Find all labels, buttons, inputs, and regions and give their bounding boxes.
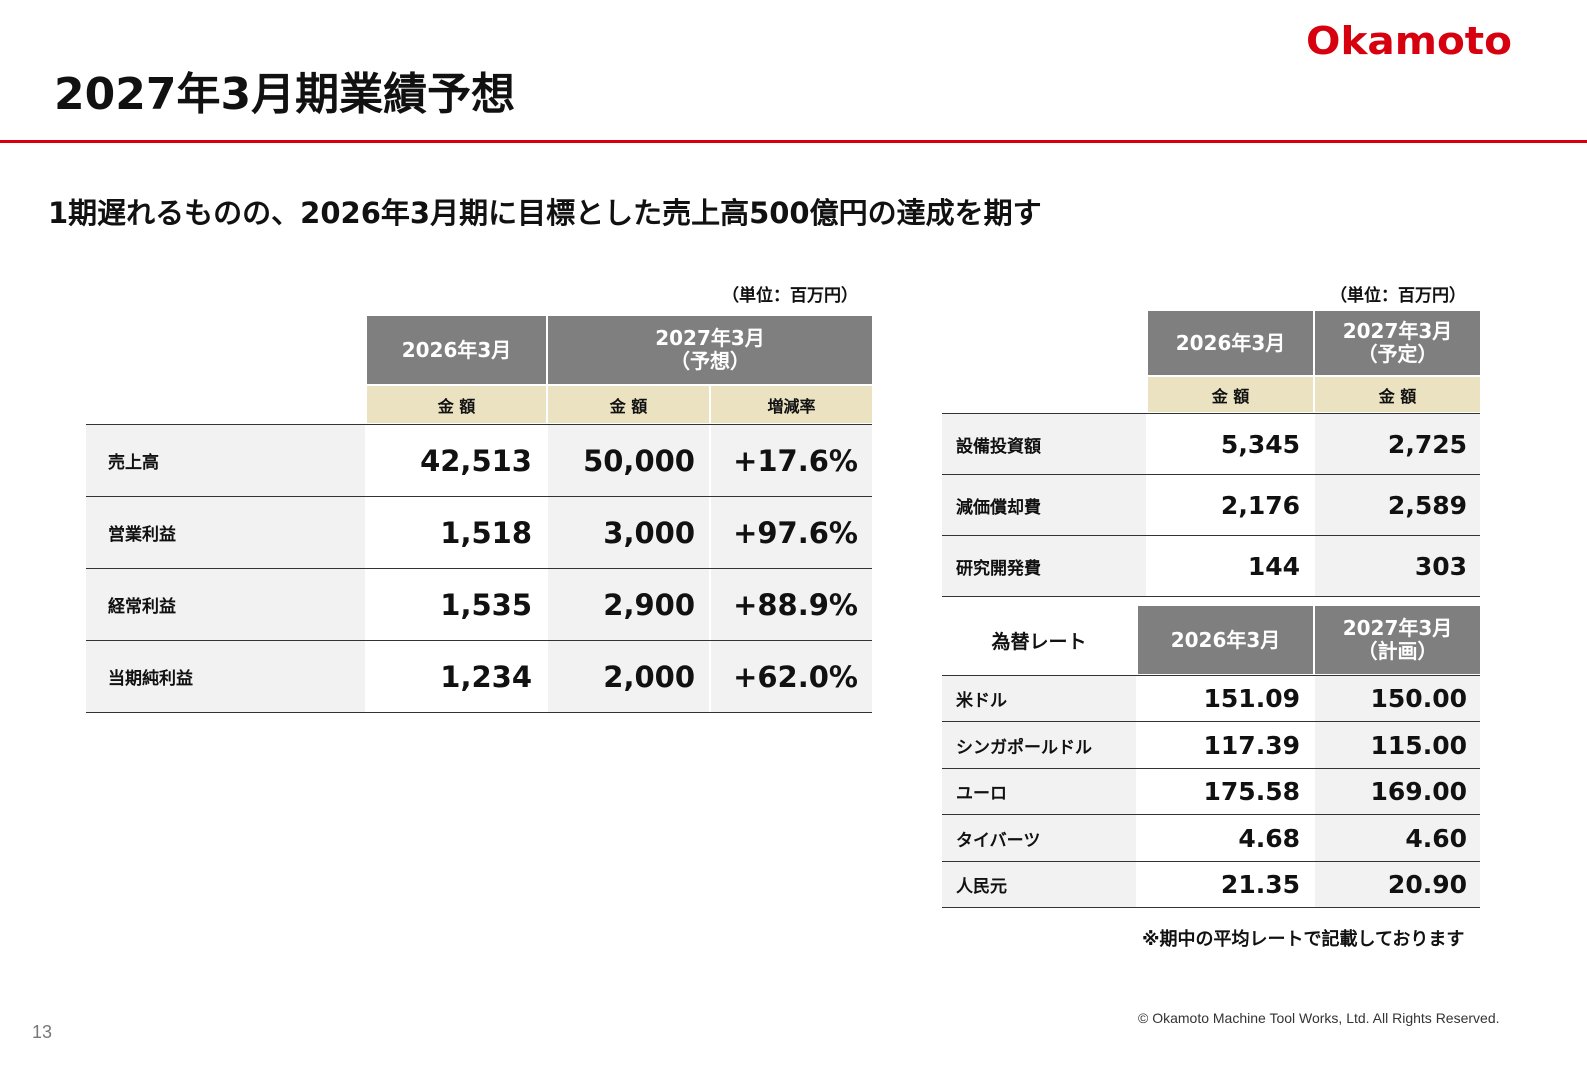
left-header-2026-text: 2026年3月 [401, 337, 512, 362]
left-row-value-2027: 2,900 [548, 569, 709, 640]
fx-header-2027: 2027年3月 （計画） [1315, 606, 1480, 674]
fx-table-top-line [942, 675, 1480, 676]
right-sub-amount-2027: 金 額 [1315, 377, 1480, 412]
right-table-top-line [942, 413, 1480, 414]
fx-row-label: 米ドル [942, 676, 1136, 721]
left-header-2027-line1: 2027年3月 [655, 326, 765, 350]
page-title: 2027年3月期業績予想 [54, 69, 516, 120]
fx-header-2027-line1: 2027年3月 [1342, 616, 1453, 640]
page-number: 13 [32, 1022, 53, 1042]
left-unit-label: （単位：百万円） [722, 286, 858, 306]
copyright: © Okamoto Machine Tool Works, Ltd. All R… [1138, 1010, 1500, 1026]
fx-header-2027-line2: （計画） [1357, 639, 1438, 663]
left-table-bottom-line [86, 712, 872, 713]
left-sub-amount-2027: 金 額 [548, 386, 709, 423]
right-row-divider [942, 474, 1480, 475]
fx-row-divider [942, 861, 1480, 862]
okamoto-logo: Okamoto [1306, 20, 1512, 60]
fx-row-divider [942, 814, 1480, 815]
left-row-label: 営業利益 [86, 497, 365, 568]
left-row-divider [86, 496, 872, 497]
right-header-2027-line1: 2027年3月 [1342, 319, 1453, 343]
left-row-rate: +62.0% [711, 641, 872, 712]
left-row-value-2027: 50,000 [548, 425, 709, 496]
subtitle: 1期遅れるものの、2026年3月期に目標とした売上高500億円の達成を期す [48, 196, 1042, 230]
right-row-label: 研究開発費 [942, 536, 1146, 596]
right-unit-label: （単位：百万円） [1330, 286, 1466, 306]
right-row-divider [942, 535, 1480, 536]
right-row-value-2026: 144 [1146, 536, 1313, 596]
fx-row-value-2026: 21.35 [1136, 862, 1313, 907]
fx-header-2026: 2026年3月 [1138, 606, 1313, 674]
fx-row-label: タイバーツ [942, 815, 1136, 861]
left-header-2027: 2027年3月 （予想） [548, 316, 872, 384]
fx-row-value-2027: 115.00 [1315, 722, 1480, 768]
left-row-divider [86, 568, 872, 569]
fx-row-value-2027: 169.00 [1315, 769, 1480, 814]
fx-row-value-2027: 4.60 [1315, 815, 1480, 861]
right-header-2027-line2: （予定） [1357, 342, 1438, 366]
left-row-value-2026: 1,234 [365, 641, 546, 712]
fx-row-value-2026: 151.09 [1136, 676, 1313, 721]
fx-row-value-2026: 175.58 [1136, 769, 1313, 814]
logo-text: Okamoto [1306, 20, 1512, 60]
left-row-value-2026: 1,535 [365, 569, 546, 640]
left-sub-rate: 増減率 [711, 386, 872, 423]
fx-row-value-2027: 150.00 [1315, 676, 1480, 721]
fx-label-header: 為替レート [991, 630, 1087, 653]
right-row-label: 設備投資額 [942, 414, 1146, 474]
left-header-2027-line2: （予想） [670, 349, 750, 373]
fx-row-value-2026: 4.68 [1136, 815, 1313, 861]
left-row-value-2026: 42,513 [365, 425, 546, 496]
right-row-value-2027: 303 [1315, 536, 1480, 596]
fx-row-divider [942, 721, 1480, 722]
right-header-2026-text: 2026年3月 [1175, 330, 1286, 355]
fx-row-value-2026: 117.39 [1136, 722, 1313, 768]
right-sub-amount-2026: 金 額 [1148, 377, 1313, 412]
left-row-value-2027: 3,000 [548, 497, 709, 568]
left-row-rate: +97.6% [711, 497, 872, 568]
fx-row-label: 人民元 [942, 862, 1136, 907]
left-row-label: 経常利益 [86, 569, 365, 640]
left-row-value-2027: 2,000 [548, 641, 709, 712]
right-header-2027: 2027年3月 （予定） [1315, 311, 1480, 375]
fx-row-label: シンガポールドル [942, 722, 1136, 768]
fx-header-2026-text: 2026年3月 [1170, 627, 1281, 652]
left-row-value-2026: 1,518 [365, 497, 546, 568]
right-table-bottom-line [942, 596, 1480, 597]
fx-row-label: ユーロ [942, 769, 1136, 814]
left-row-rate: +17.6% [711, 425, 872, 496]
left-header-2026: 2026年3月 [367, 316, 546, 384]
fx-row-value-2027: 20.90 [1315, 862, 1480, 907]
left-row-divider [86, 640, 872, 641]
fx-note: ※期中の平均レートで記載しております [1142, 929, 1465, 950]
left-table-top-line [86, 424, 872, 425]
right-row-value-2026: 2,176 [1146, 475, 1313, 535]
left-sub-amount-2026: 金 額 [367, 386, 546, 423]
right-row-label: 減価償却費 [942, 475, 1146, 535]
right-header-2026: 2026年3月 [1148, 311, 1313, 375]
right-row-value-2026: 5,345 [1146, 414, 1313, 474]
fx-row-divider [942, 768, 1480, 769]
fx-table-bottom-line [942, 907, 1480, 908]
right-row-value-2027: 2,725 [1315, 414, 1480, 474]
header-divider [0, 140, 1587, 143]
right-row-value-2027: 2,589 [1315, 475, 1480, 535]
left-row-label: 当期純利益 [86, 641, 365, 712]
left-row-label: 売上高 [86, 425, 365, 496]
left-row-rate: +88.9% [711, 569, 872, 640]
